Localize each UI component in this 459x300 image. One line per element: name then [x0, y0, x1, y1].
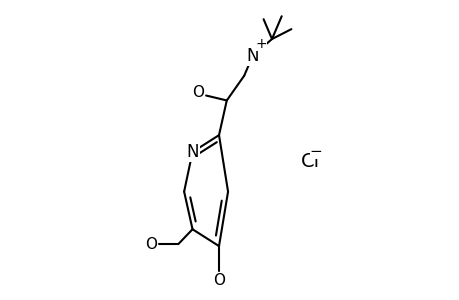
Text: O: O [145, 237, 157, 252]
Text: O: O [213, 273, 224, 288]
Text: N: N [186, 143, 198, 161]
Text: O: O [191, 85, 203, 100]
Text: +: + [255, 37, 266, 51]
Text: N: N [246, 47, 258, 65]
Text: Cl: Cl [301, 152, 319, 171]
Text: −: − [309, 145, 322, 160]
